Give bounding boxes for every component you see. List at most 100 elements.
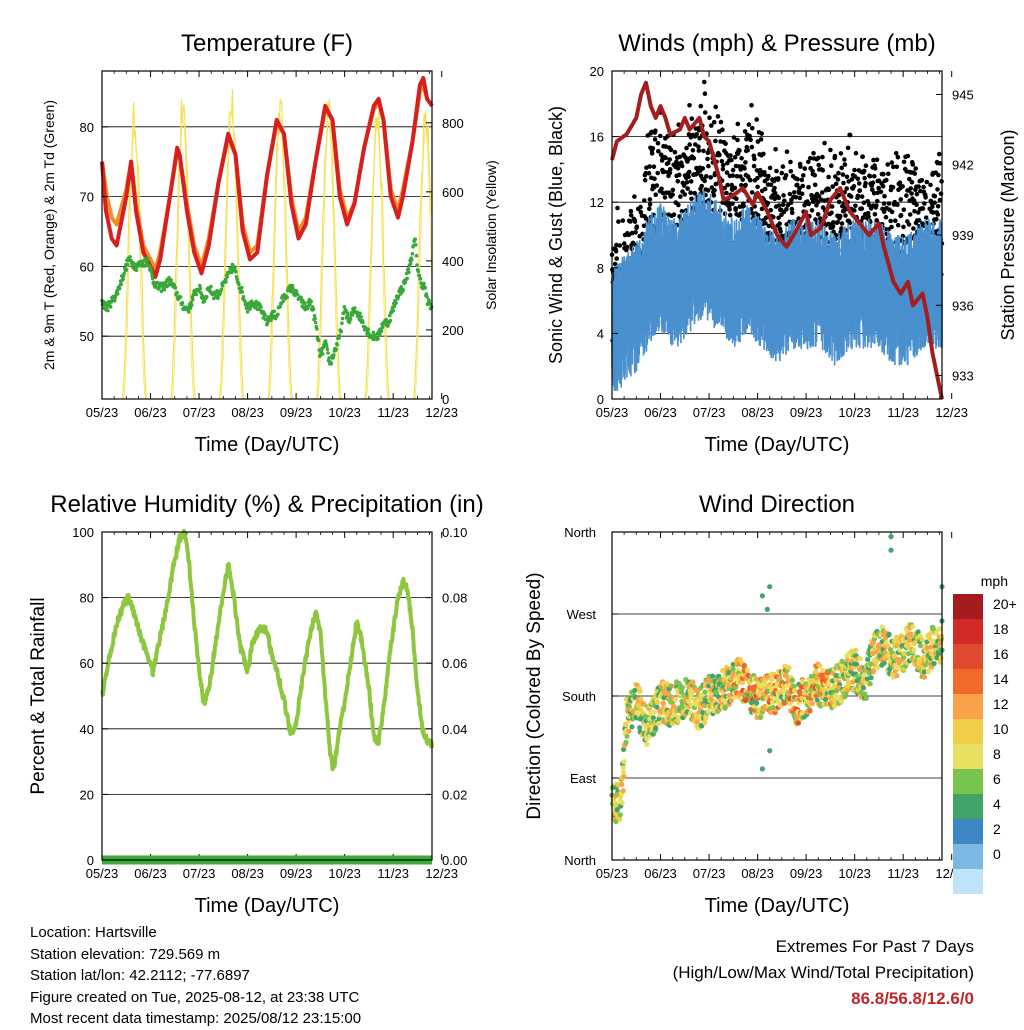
x-tick-label: 07/23	[693, 866, 726, 881]
dewpoint-point	[240, 290, 245, 294]
dewpoint-point	[173, 285, 178, 290]
gust-point	[847, 132, 853, 138]
dewpoint-point	[159, 289, 164, 294]
gust-point	[788, 169, 794, 174]
dewpoint-point	[263, 313, 267, 317]
gust-point	[812, 182, 818, 188]
dewpoint-point	[244, 301, 248, 305]
gust-point	[614, 256, 619, 261]
dewpoint-point	[219, 287, 224, 292]
colorbar-swatch	[953, 619, 983, 644]
direction-point	[910, 624, 916, 630]
gust-point	[833, 181, 839, 187]
gust-point	[918, 188, 923, 194]
gust-point	[727, 212, 733, 218]
gust-point	[701, 148, 706, 154]
x-axis-label: Time (Day/UTC)	[195, 895, 340, 917]
gust-point	[855, 193, 861, 199]
direction-point	[867, 681, 873, 687]
gust-point	[912, 209, 917, 214]
gust-point	[675, 166, 681, 171]
gust-point	[794, 182, 800, 188]
station-info: Location: Hartsville Station elevation: …	[30, 922, 361, 1030]
y-right-tick-label: 939	[952, 228, 974, 243]
gust-point	[672, 149, 678, 155]
wind-direction-panel: Wind Direction 05/23 06/23 07/23 08/23 09/23 1…	[524, 491, 968, 917]
x-tick-label: 05/23	[596, 866, 629, 881]
dewpoint-point	[335, 342, 340, 347]
gust-point	[762, 186, 768, 192]
dewpoint-point	[371, 330, 376, 335]
gust-point	[651, 164, 657, 169]
gust-point	[653, 192, 658, 197]
gust-point	[799, 177, 805, 183]
gust-point	[841, 180, 846, 186]
gust-point	[901, 159, 907, 165]
direction-point	[620, 765, 626, 771]
dewpoint-point	[313, 316, 317, 321]
direction-point	[888, 534, 894, 540]
dewpoint-point	[416, 269, 421, 274]
gust-point	[752, 156, 757, 162]
gust-point	[709, 123, 714, 128]
dewpoint-point	[340, 321, 344, 326]
elevation-text: Station elevation: 729.569 m	[30, 945, 221, 963]
gust-point	[655, 140, 661, 146]
gust-point	[826, 174, 831, 180]
gust-point	[836, 170, 841, 176]
y-tick-label: 20	[590, 64, 604, 79]
gust-point	[835, 177, 841, 182]
gust-point	[874, 218, 879, 223]
gust-point	[875, 198, 880, 204]
solar-insolation-line	[123, 127, 147, 400]
y-right-tick-label: 0.02	[442, 787, 467, 802]
gust-point	[652, 137, 658, 142]
gust-point	[688, 190, 693, 195]
gust-point	[718, 139, 723, 144]
direction-point	[661, 695, 667, 701]
direction-point	[617, 812, 623, 818]
dewpoint-point	[387, 313, 392, 318]
gust-point	[704, 174, 709, 179]
gust-point	[702, 178, 707, 184]
gust-point	[881, 171, 886, 177]
y-axis-label-left: Percent & Total Rainfall	[28, 597, 49, 794]
gust-point	[776, 203, 782, 208]
gust-point	[921, 184, 926, 190]
x-tick-label: 07/23	[693, 405, 726, 420]
gust-point	[836, 199, 842, 205]
direction-point	[714, 689, 720, 696]
gust-point	[737, 148, 742, 153]
gust-point	[747, 133, 752, 139]
gust-point	[904, 193, 909, 198]
gust-point	[817, 216, 823, 221]
gust-point	[776, 195, 782, 201]
colorbar-label: 0	[993, 846, 1001, 862]
gust-point	[720, 127, 725, 132]
direction-point	[702, 719, 708, 726]
gust-point	[732, 155, 738, 160]
x-tick-label: 06/23	[644, 405, 677, 420]
colorbar-label: 14	[993, 671, 1009, 687]
direction-point	[853, 647, 859, 653]
gust-point	[742, 166, 747, 171]
gust-point	[908, 186, 913, 191]
dewpoint-point	[403, 280, 408, 285]
gust-point	[754, 117, 759, 122]
gust-point	[730, 173, 736, 178]
gust-point	[826, 187, 832, 192]
gust-point	[839, 165, 844, 171]
gust-point	[816, 155, 821, 161]
colorbar-label: 16	[993, 646, 1009, 662]
dewpoint-point	[115, 288, 119, 293]
direction-point	[626, 728, 632, 734]
gust-point	[812, 172, 817, 178]
gust-point	[765, 200, 771, 206]
gust-point	[890, 185, 896, 190]
gust-point	[755, 175, 760, 181]
gust-point	[936, 172, 941, 178]
dewpoint-point	[315, 327, 319, 331]
dewpoint-point	[128, 254, 132, 259]
panel-title: Winds (mph) & Pressure (mb)	[618, 30, 935, 57]
dewpoint-point	[149, 270, 154, 275]
